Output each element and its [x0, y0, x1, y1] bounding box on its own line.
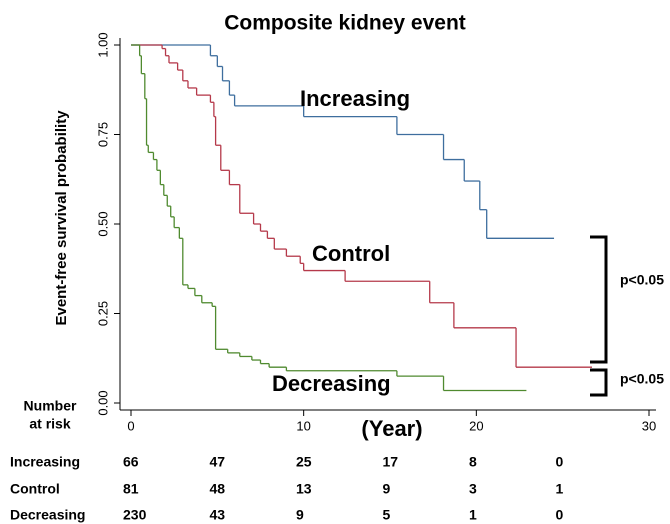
y-tick-label: 0.25: [95, 301, 110, 326]
risk-count: 48: [210, 481, 226, 497]
risk-count: 8: [469, 454, 477, 470]
chart-title: Composite kidney event: [224, 12, 466, 35]
p-value: p<0.05: [620, 272, 664, 288]
risk-count: 81: [123, 481, 139, 497]
x-axis-label: (Year): [361, 416, 422, 441]
risk-count: 3: [469, 481, 477, 497]
risk-count: 47: [210, 454, 226, 470]
risk-count: 1: [556, 481, 564, 497]
risk-row-label: Control: [10, 481, 60, 497]
x-tick-label: 20: [469, 418, 483, 433]
y-tick-label: 0.00: [95, 390, 110, 415]
y-tick-label: 0.50: [95, 211, 110, 236]
risk-row-label: Increasing: [10, 454, 80, 470]
risk-count: 66: [123, 454, 139, 470]
series-label: Decreasing: [272, 371, 391, 396]
y-tick-label: 0.75: [95, 122, 110, 147]
x-tick-label: 0: [127, 418, 134, 433]
bracket: [590, 235, 608, 364]
risk-row-label: Decreasing: [10, 507, 85, 523]
series-label: Increasing: [300, 86, 410, 111]
risk-count: 13: [296, 481, 312, 497]
risk-title: at risk: [29, 416, 70, 432]
bracket: [590, 368, 608, 397]
x-tick-label: 10: [296, 418, 310, 433]
y-tick-label: 1.00: [95, 32, 110, 57]
risk-count: 25: [296, 454, 312, 470]
risk-count: 43: [210, 507, 226, 523]
risk-count: 9: [296, 507, 304, 523]
risk-count: 9: [383, 481, 391, 497]
risk-count: 5: [383, 507, 391, 523]
p-value: p<0.05: [620, 371, 664, 387]
risk-count: 0: [556, 454, 564, 470]
series-label: Control: [312, 241, 390, 266]
x-tick-label: 30: [642, 418, 656, 433]
risk-count: 1: [469, 507, 477, 523]
risk-count: 17: [383, 454, 399, 470]
risk-count: 0: [556, 507, 564, 523]
risk-title: Number: [24, 398, 77, 414]
y-axis-label: Event-free survival probability: [53, 110, 70, 326]
risk-count: 230: [123, 507, 147, 523]
